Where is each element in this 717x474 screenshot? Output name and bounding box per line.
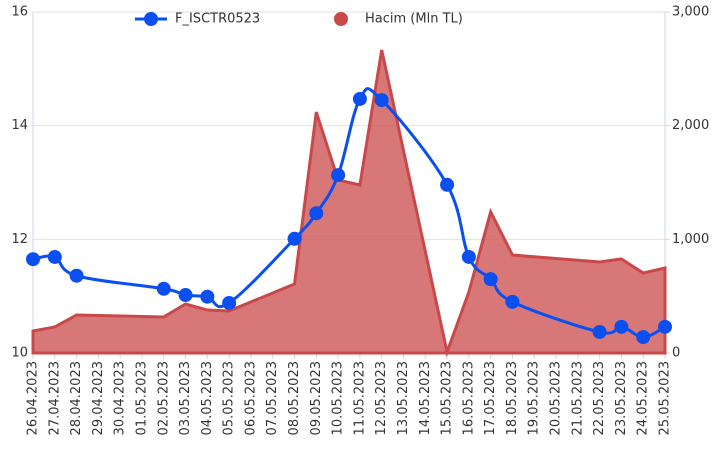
x-tick-label: 01.05.2023	[134, 361, 149, 435]
price-marker	[440, 177, 455, 192]
x-tick-label: 25.05.2023	[658, 361, 673, 435]
price-marker	[636, 330, 651, 345]
price-marker	[505, 294, 520, 309]
price-marker	[287, 231, 302, 246]
y-tick-label: 10	[11, 346, 28, 361]
x-tick-label: 27.04.2023	[47, 361, 62, 435]
x-tick-label: 03.05.2023	[178, 361, 193, 435]
x-tick-label: 20.05.2023	[549, 361, 564, 435]
x-tick-label: 09.05.2023	[309, 361, 324, 435]
volume-area	[31, 49, 667, 358]
price-marker	[614, 319, 629, 334]
x-tick-label: 06.05.2023	[243, 361, 258, 435]
legend-marker	[334, 12, 348, 26]
x-tick-label: 21.05.2023	[570, 361, 585, 435]
x-tick-label: 02.05.2023	[156, 361, 171, 435]
x-tick-label: 17.05.2023	[483, 361, 498, 435]
x-tick-label: 29.04.2023	[91, 361, 106, 435]
x-tick-label: 05.05.2023	[222, 361, 237, 435]
legend-marker	[144, 12, 158, 26]
price-marker	[483, 272, 498, 287]
price-marker	[352, 91, 367, 106]
x-tick-label: 08.05.2023	[287, 361, 302, 435]
price-marker	[178, 288, 193, 303]
price-marker	[374, 93, 389, 108]
price-marker	[309, 206, 324, 221]
price-marker	[331, 168, 346, 183]
x-tick-label: 18.05.2023	[505, 361, 520, 435]
price-marker	[658, 319, 672, 334]
price-marker	[200, 289, 215, 304]
x-tick-label: 30.04.2023	[113, 361, 128, 435]
price-marker	[222, 295, 237, 310]
price-marker	[592, 324, 607, 339]
y-tick-label: 14	[11, 118, 28, 133]
y-tick-label: 16	[11, 5, 28, 20]
x-tick-label: 16.05.2023	[461, 361, 476, 435]
y2-tick-label: 1,000	[672, 232, 709, 247]
price-marker	[47, 249, 62, 264]
x-tick-label: 04.05.2023	[200, 361, 215, 435]
x-tick-label: 26.04.2023	[26, 361, 41, 435]
x-tick-label: 22.05.2023	[592, 361, 607, 435]
x-tick-label: 28.04.2023	[69, 361, 84, 435]
x-tick-label: 23.05.2023	[614, 361, 629, 435]
y2-tick-label: 3,000	[672, 5, 709, 20]
price-marker	[69, 268, 84, 283]
price-marker	[26, 252, 40, 267]
x-tick-label: 12.05.2023	[374, 361, 389, 435]
x-tick-label: 19.05.2023	[527, 361, 542, 435]
x-tick-label: 11.05.2023	[352, 361, 367, 435]
legend-label: Hacim (Mln TL)	[365, 12, 463, 27]
price-marker	[156, 281, 171, 296]
x-tick-label: 10.05.2023	[331, 361, 346, 435]
x-tick-label: 24.05.2023	[636, 361, 651, 435]
x-tick-label: 07.05.2023	[265, 361, 280, 435]
x-tick-label: 15.05.2023	[440, 361, 455, 435]
x-tick-label: 14.05.2023	[418, 361, 433, 435]
price-marker	[461, 249, 476, 264]
y2-tick-label: 2,000	[672, 118, 709, 133]
x-tick-label: 13.05.2023	[396, 361, 411, 435]
y-tick-label: 12	[11, 232, 28, 247]
y2-tick-label: 0	[672, 346, 680, 361]
legend-label: F_ISCTR0523	[175, 12, 260, 27]
